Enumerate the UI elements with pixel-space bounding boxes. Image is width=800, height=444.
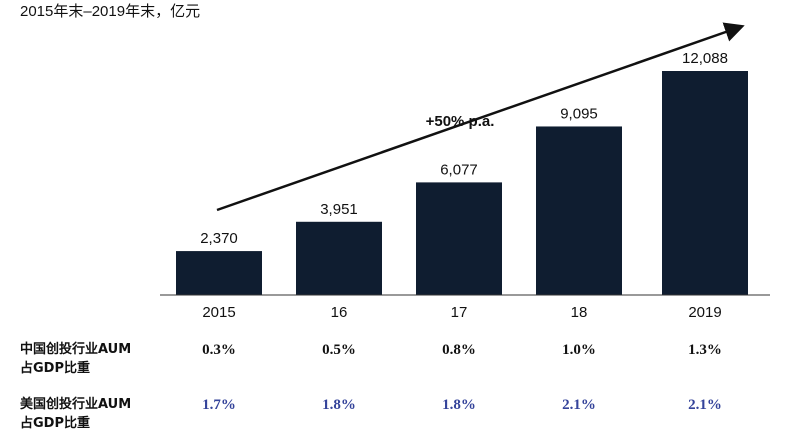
data-label: 12,088 (682, 50, 728, 67)
bar-2019 (662, 71, 748, 295)
ratio-value: 1.0% (562, 342, 596, 358)
ratio-value: 0.5% (322, 342, 356, 358)
data-label: 9,095 (560, 105, 598, 122)
x-tick-label: 2019 (688, 304, 721, 321)
bar-2015 (176, 251, 262, 295)
ratio-value: 1.7% (202, 397, 236, 413)
bar-chart: 2,370 2015 3,951 16 6,077 17 9,095 18 12,088 2019… (160, 22, 770, 321)
row-label: 美国创投行业AUM 占GDP比重 (20, 397, 132, 431)
bar-16 (296, 221, 382, 295)
x-tick-label: 17 (451, 304, 468, 321)
data-label: 2,370 (200, 230, 238, 247)
x-tick-label: 16 (331, 304, 348, 321)
x-tick-label: 2015 (202, 304, 235, 321)
growth-arrow (216, 22, 745, 212)
ratio-value: 1.8% (442, 397, 476, 413)
cagr-annotation: +50% p.a. (426, 113, 495, 130)
row-label: 中国创投行业AUM 占GDP比重 (20, 342, 132, 376)
ratio-value: 1.3% (688, 342, 722, 358)
bar-18 (536, 126, 622, 295)
bar-17 (416, 182, 502, 295)
x-tick-label: 18 (571, 304, 588, 321)
data-label: 6,077 (440, 161, 478, 178)
chart-subtitle: 2015年末–2019年末，亿元 (20, 3, 201, 20)
ratio-value: 2.1% (688, 397, 722, 413)
ratio-value: 2.1% (562, 397, 596, 413)
ratio-value: 1.8% (322, 397, 356, 413)
ratio-value: 0.3% (202, 342, 236, 358)
data-label: 3,951 (320, 201, 358, 218)
ratio-value: 0.8% (442, 342, 476, 358)
